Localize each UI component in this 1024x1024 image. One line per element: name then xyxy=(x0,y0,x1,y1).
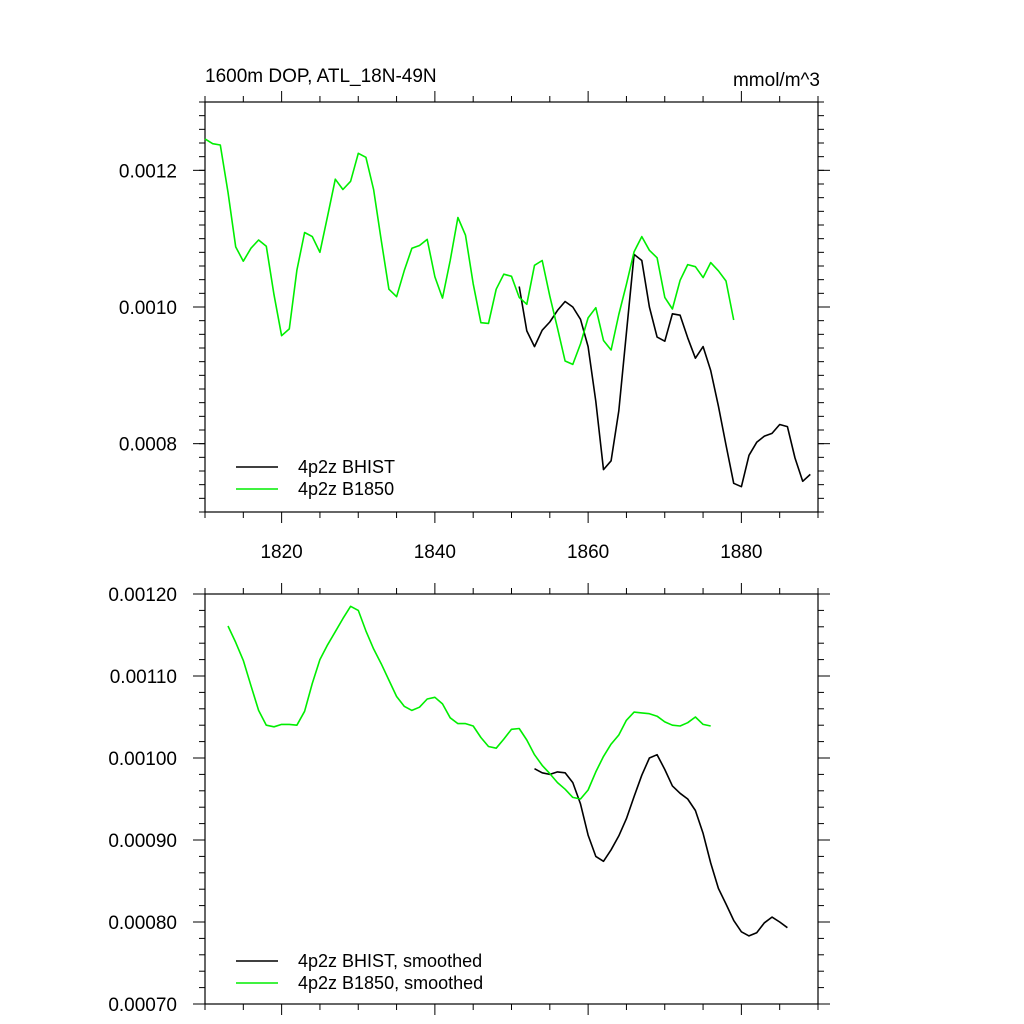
y-tick-label: 0.00110 xyxy=(110,667,177,688)
y-tick-label: 0.00100 xyxy=(108,749,177,770)
legend-label: 4p2z B1850, smoothed xyxy=(298,973,483,993)
series-line-1 xyxy=(204,138,735,366)
legend-label: 4p2z B1850 xyxy=(298,479,394,499)
series-line-1 xyxy=(227,605,711,800)
units-label: mmol/m^3 xyxy=(733,70,820,91)
y-tick-label: 0.00080 xyxy=(108,913,177,934)
y-tick-label: 0.00120 xyxy=(108,585,177,606)
y-tick-label: 0.00070 xyxy=(108,995,177,1016)
x-tick-label: 1880 xyxy=(720,542,762,563)
y-tick-label: 0.00090 xyxy=(108,831,177,852)
y-tick-label: 0.0010 xyxy=(119,298,177,319)
x-tick-label: 1840 xyxy=(414,542,456,563)
y-tick-label: 0.0008 xyxy=(119,435,177,456)
x-tick-label: 1860 xyxy=(567,542,609,563)
plot-frame xyxy=(204,593,819,1005)
series-line-0 xyxy=(534,753,788,937)
plot-frame xyxy=(204,101,819,513)
series-line-0 xyxy=(518,253,811,488)
legend-label: 4p2z BHIST, smoothed xyxy=(298,951,482,971)
bottom-panel: 0.00070 0.00080 0.00090 0.00100 0.00110 0.001… xyxy=(108,583,830,1016)
legend-label: 4p2z BHIST xyxy=(298,457,395,477)
chart-title: 1600m DOP, ATL_18N-49N xyxy=(205,66,437,87)
y-tick-label: 0.0012 xyxy=(119,161,177,182)
x-tick-label: 1820 xyxy=(260,542,302,563)
top-panel: 0.0008 0.0010 0.0012 1820 1840 1860 1880 1600m … xyxy=(119,66,830,563)
